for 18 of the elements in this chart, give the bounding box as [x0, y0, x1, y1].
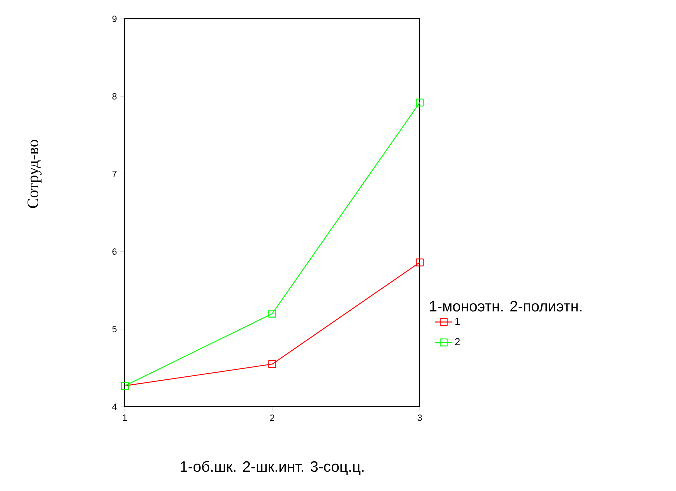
y-tick-label: 8 — [112, 93, 117, 100]
point — [268, 310, 276, 318]
y-tick-label: 5 — [112, 326, 117, 333]
point — [416, 98, 424, 107]
y-axis-title: Сотруд-во — [28, 140, 42, 208]
x-tick-label: 2 — [270, 414, 275, 422]
y-tick-label: 9 — [112, 16, 117, 22]
y-tick-label: 6 — [112, 248, 117, 255]
point — [268, 360, 276, 368]
legend-label: 1 — [456, 318, 460, 325]
x-axis-title: 1-об.шк. 2-шк.инт. 3-соц.ц. — [180, 460, 364, 475]
y-tick-label: 7 — [112, 171, 117, 178]
y-tick-label: 4 — [112, 404, 117, 410]
legend-title: 1-моноэтн. 2-полиэтн. — [430, 301, 582, 312]
x-tick-label: 1 — [123, 414, 128, 421]
x-tick-label: 3 — [418, 414, 422, 422]
point — [416, 258, 424, 267]
legend-label: 2 — [455, 338, 460, 346]
